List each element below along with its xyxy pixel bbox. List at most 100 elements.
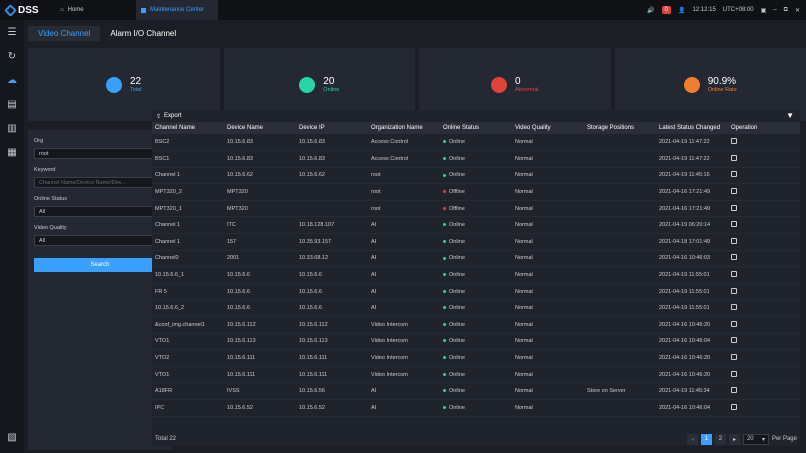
- table-cell: [584, 134, 656, 152]
- org-select[interactable]: root ▾: [34, 148, 166, 159]
- alarm-badge[interactable]: 0: [661, 6, 671, 14]
- cloud-abnormal-icon: [490, 76, 507, 93]
- column-header[interactable]: Video Quality: [512, 122, 584, 134]
- table-cell: 10.15.6.62: [296, 167, 368, 185]
- column-header[interactable]: Organization Name: [368, 122, 440, 134]
- status-text: Online: [449, 255, 465, 262]
- column-header[interactable]: Storage Positions: [584, 122, 656, 134]
- keyword-input[interactable]: Channel Name/Device Name/Dev...: [34, 177, 166, 188]
- status-dot-icon: [443, 389, 446, 393]
- table-cell: 2021-04-16 10:46:04: [656, 399, 728, 417]
- page-2-button[interactable]: 2: [714, 433, 726, 445]
- details-icon[interactable]: [731, 221, 737, 228]
- speaker-icon[interactable]: 🔊: [647, 7, 655, 14]
- filter-icon[interactable]: ▼: [786, 111, 794, 120]
- status-text: Online: [449, 388, 465, 395]
- table-cell: 10.15.6.113: [296, 333, 368, 351]
- table-row[interactable]: &conf_img.channel1 10.15.6.112 10.15.6.112…: [152, 316, 800, 334]
- table-cell: [584, 399, 656, 417]
- details-icon[interactable]: [731, 354, 737, 361]
- column-header[interactable]: Device Name: [224, 122, 296, 134]
- table-cell: Normal: [512, 134, 584, 152]
- table-row[interactable]: BSC2 10.15.6.83 10.15.6.83 Access Control On…: [152, 134, 800, 152]
- table-row[interactable]: VTO1 10.15.6.111 10.15.6.111 Video Intercom…: [152, 366, 800, 384]
- table-row[interactable]: 10.15.6.6_1 10.15.6.6 10.15.6.6 AI Online Nor…: [152, 266, 800, 284]
- search-button[interactable]: Search: [34, 258, 166, 272]
- operation-cell: [728, 366, 800, 384]
- details-icon[interactable]: [731, 254, 737, 261]
- table-row[interactable]: Channel0 2001 10.33.68.12 AI Online Normal 202…: [152, 250, 800, 268]
- column-header[interactable]: Device IP: [296, 122, 368, 134]
- details-icon[interactable]: [731, 188, 737, 195]
- table-cell: Online: [440, 216, 512, 235]
- details-icon[interactable]: [731, 304, 737, 311]
- tab-alarm-io-channel[interactable]: Alarm I/O Channel: [110, 29, 177, 38]
- lock-icon[interactable]: ▣: [760, 7, 767, 14]
- details-icon[interactable]: [731, 154, 737, 161]
- tab-home[interactable]: ⌂ Home: [56, 7, 136, 13]
- server-icon[interactable]: ▥: [7, 122, 17, 134]
- column-header[interactable]: Latest Status Changed: [656, 122, 728, 134]
- table-cell: [584, 316, 656, 334]
- device-icon[interactable]: ▤: [7, 98, 17, 110]
- video-quality-select[interactable]: All ▾: [34, 235, 166, 246]
- minimize-icon[interactable]: –: [773, 7, 777, 13]
- close-icon[interactable]: ✕: [794, 7, 800, 14]
- table-row[interactable]: Channel 1 10.15.6.62 10.15.6.62 root Online N…: [152, 167, 800, 185]
- table-cell: ITC: [224, 216, 296, 235]
- column-header[interactable]: Online Status: [440, 122, 512, 134]
- details-icon[interactable]: [731, 337, 737, 344]
- per-page-select[interactable]: 20 ▾: [742, 433, 769, 445]
- table-row[interactable]: BSC1 10.15.6.83 10.15.6.83 Access Control On…: [152, 150, 800, 168]
- next-page-button[interactable]: ▸: [728, 433, 740, 445]
- table-cell: [296, 200, 368, 218]
- cloud-status-icon[interactable]: ☁: [7, 74, 17, 86]
- operation-cell: [728, 200, 800, 218]
- report-icon[interactable]: ▦: [7, 146, 17, 158]
- table-cell: 10.15.6.52: [224, 399, 296, 417]
- table-row[interactable]: VTO2 10.15.6.111 10.15.6.111 Video Intercom…: [152, 349, 800, 367]
- online-status-select[interactable]: All ▾: [34, 206, 166, 217]
- summary-cards: 22 Total 20 Online 0 Abnormal 90.9% Onli…: [28, 48, 806, 121]
- details-icon[interactable]: [731, 370, 737, 377]
- app-logo: DSS: [0, 3, 56, 17]
- log-icon[interactable]: ▧: [7, 431, 17, 443]
- table-cell: 2021-04-16 17:21:49: [656, 200, 728, 218]
- table-row[interactable]: 10.15.6.6_2 10.15.6.6 10.15.6.6 AI Online Nor…: [152, 299, 800, 318]
- details-icon[interactable]: [731, 171, 737, 178]
- table-row[interactable]: FR 5 10.15.6.6 10.15.6.6 AI Online Normal 2021…: [152, 283, 800, 301]
- details-icon[interactable]: [731, 287, 737, 294]
- tab-video-channel[interactable]: Video Channel: [28, 26, 101, 41]
- table-row[interactable]: VTO1 10.15.6.113 10.15.6.113 Video Intercom…: [152, 333, 800, 351]
- details-icon[interactable]: [731, 320, 737, 327]
- table-cell: Normal: [512, 366, 584, 384]
- card-rate-label: Online Rate: [707, 87, 737, 93]
- details-icon[interactable]: [731, 237, 737, 244]
- details-icon[interactable]: [731, 204, 737, 211]
- card-online-rate: 90.9% Online Rate: [614, 48, 806, 121]
- table-row[interactable]: IPC 10.15.6.52 10.15.6.52 AI Online Normal 202…: [152, 399, 800, 417]
- restore-icon[interactable]: ⧉: [783, 6, 788, 13]
- table-row[interactable]: A18FR IVSS 10.15.6.56 AI Online Normal Store o…: [152, 382, 800, 400]
- table-row[interactable]: MPT320_2 MPT320 root Offline Normal 2021-04-1…: [152, 183, 800, 201]
- prev-page-button[interactable]: ◂: [686, 433, 698, 445]
- export-button[interactable]: ⇪ Export: [152, 110, 800, 122]
- table-cell: 2021-04-18 17:01:49: [656, 233, 728, 251]
- table-cell: A18FR: [152, 382, 224, 400]
- table-cell: 2021-04-19 11:45:16: [656, 167, 728, 185]
- menu-icon[interactable]: ☰: [7, 26, 17, 38]
- tab-maintenance-center[interactable]: Maintenance Center: [136, 0, 218, 20]
- details-icon[interactable]: [731, 138, 737, 145]
- table-row[interactable]: Channel 1 ITC 10.18.128.107 AI Online Normal 2…: [152, 216, 800, 235]
- details-icon[interactable]: [731, 403, 737, 410]
- table-row[interactable]: MPT320_1 MPT320 root Offline Normal 2021-04-1…: [152, 200, 800, 218]
- details-icon[interactable]: [731, 271, 737, 278]
- refresh-icon[interactable]: ↻: [7, 50, 17, 62]
- column-header[interactable]: Operation: [728, 122, 800, 134]
- user-icon[interactable]: 👤: [677, 7, 686, 14]
- table-row[interactable]: Channel 1 157 10.35.93.157 AI Online Normal 20…: [152, 233, 800, 251]
- details-icon[interactable]: [731, 387, 737, 394]
- home-icon: ⌂: [60, 7, 64, 13]
- page-1-button[interactable]: 1: [700, 433, 712, 445]
- column-header[interactable]: Channel Name: [152, 122, 224, 134]
